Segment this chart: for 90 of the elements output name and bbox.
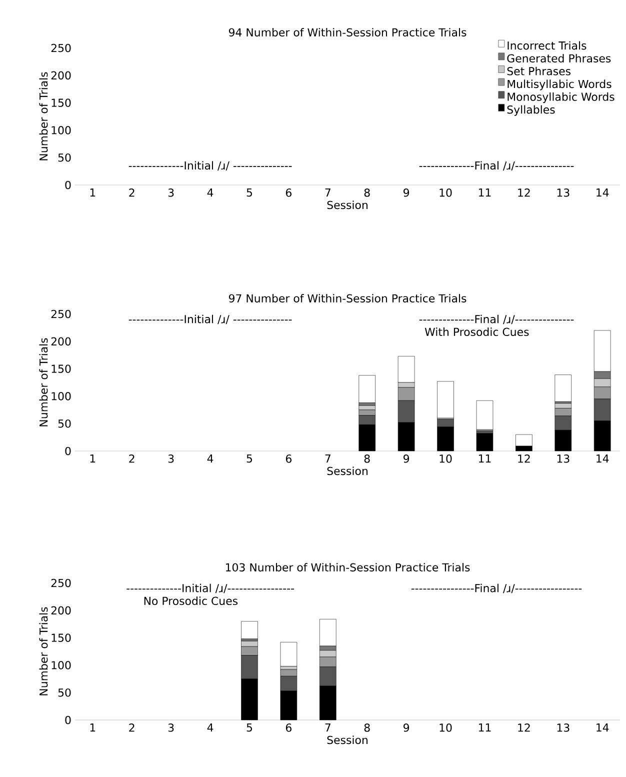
y-tick-label: 100 — [52, 126, 71, 134]
x-tick-label: 2 — [129, 454, 134, 463]
y-tick-label: 100 — [52, 392, 71, 400]
x-tick-label: 12 — [518, 724, 530, 732]
x-tick-label: 7 — [325, 724, 330, 732]
y-tick-label: 0 — [65, 446, 71, 456]
y-tick-label: 100 — [52, 661, 71, 670]
y-tick-label: 50 — [58, 688, 71, 697]
bar — [476, 433, 494, 452]
annotation: --------------Initial /ɹ/ --------------- — [128, 161, 292, 170]
y-tick-label: 150 — [52, 364, 71, 373]
x-tick-label: 13 — [557, 454, 570, 463]
y-tick-label: 50 — [58, 153, 71, 162]
x-tick-label: 5 — [246, 454, 252, 463]
annotation: --------------Final /ɹ/--------------- — [419, 314, 574, 324]
x-tick-label: 7 — [325, 454, 330, 462]
bar — [398, 356, 415, 383]
x-tick-label: 11 — [478, 454, 491, 462]
x-tick-label: 14 — [596, 188, 609, 196]
x-tick-label: 9 — [404, 724, 410, 732]
bar — [476, 400, 494, 430]
y-tick-label: 250 — [51, 44, 71, 52]
x-tick-label: 4 — [207, 188, 214, 196]
y-axis-title: Number of Trials — [39, 72, 48, 160]
y-tick-label: 200 — [51, 337, 71, 346]
y-tick-label: 250 — [51, 578, 71, 588]
x-tick-label: 9 — [404, 454, 410, 463]
legend-label: Incorrect Trials — [508, 41, 586, 50]
x-tick-label: 10 — [440, 188, 452, 197]
x-axis-title: Session — [327, 200, 368, 210]
chart-title: 97 Number of Within-Session Practice Trials — [228, 294, 466, 302]
x-tick-label: 12 — [518, 454, 530, 463]
annotation: No Prosodic Cues — [144, 596, 238, 606]
bar — [241, 621, 258, 640]
x-tick-label: 11 — [478, 188, 491, 196]
x-tick-label: 1 — [90, 188, 96, 196]
y-tick-label: 250 — [51, 310, 71, 318]
x-tick-label: 8 — [364, 188, 370, 197]
x-tick-label: 8 — [364, 724, 370, 732]
chart-title: 94 Number of Within-Session Practice Trials — [228, 28, 466, 36]
x-tick-label: 3 — [168, 454, 174, 463]
x-tick-label: 5 — [246, 188, 252, 197]
x-tick-label: 2 — [129, 724, 134, 732]
bar — [320, 619, 336, 646]
legend-label: Monosyllabic Words — [508, 92, 614, 104]
bar — [358, 375, 376, 403]
x-tick-label: 3 — [168, 724, 174, 732]
x-tick-label: 14 — [596, 454, 609, 462]
y-tick-label: 50 — [58, 419, 71, 428]
x-tick-label: 4 — [207, 454, 214, 462]
x-tick-label: 8 — [364, 454, 370, 463]
x-tick-label: 4 — [207, 724, 214, 732]
x-tick-label: 6 — [286, 724, 292, 732]
x-tick-label: 10 — [440, 454, 452, 463]
annotation: --------------Final /ɹ/--------------- — [419, 161, 574, 170]
x-tick-label: 10 — [440, 724, 452, 732]
x-axis-title: Session — [327, 736, 368, 744]
y-tick-label: 150 — [52, 98, 71, 107]
x-tick-label: 13 — [557, 188, 570, 197]
x-tick-label: 1 — [90, 454, 96, 462]
y-tick-label: 150 — [52, 634, 71, 642]
x-tick-label: 11 — [478, 724, 491, 732]
annotation: --------------Initial /ɹ/----------------- — [126, 584, 294, 594]
annotation: --------------Initial /ɹ/ --------------- — [128, 314, 292, 324]
annotation: ----------------Final /ɹ/----------------- — [411, 584, 582, 594]
y-axis-title: Number of Trials — [39, 607, 48, 696]
annotation: With Prosodic Cues — [424, 328, 529, 336]
legend-label: Generated Phrases — [507, 54, 611, 63]
x-tick-label: 6 — [286, 188, 292, 197]
x-tick-label: 6 — [286, 454, 292, 463]
x-tick-label: 7 — [325, 188, 330, 196]
x-tick-label: 14 — [596, 724, 609, 732]
x-tick-label: 9 — [404, 188, 410, 197]
x-tick-label: 2 — [129, 188, 134, 197]
legend-label: Set Phrases — [507, 66, 570, 76]
y-tick-label: 0 — [65, 716, 71, 724]
x-tick-label: 1 — [90, 724, 96, 732]
x-tick-label: 13 — [557, 724, 570, 732]
x-tick-label: 3 — [168, 188, 174, 197]
x-axis-title: Session — [327, 466, 368, 476]
y-axis-title: Number of Trials — [39, 338, 48, 426]
y-tick-label: 200 — [51, 71, 71, 80]
legend-label: Multisyllabic Words — [508, 80, 612, 90]
x-tick-label: 5 — [246, 724, 252, 732]
y-tick-label: 0 — [65, 180, 71, 190]
bar — [280, 642, 298, 666]
legend-label: Syllables — [507, 105, 555, 116]
chart-title: 103 Number of Within-Session Practice Trials — [226, 563, 470, 572]
x-tick-label: 12 — [518, 188, 530, 197]
y-tick-label: 200 — [51, 606, 71, 615]
